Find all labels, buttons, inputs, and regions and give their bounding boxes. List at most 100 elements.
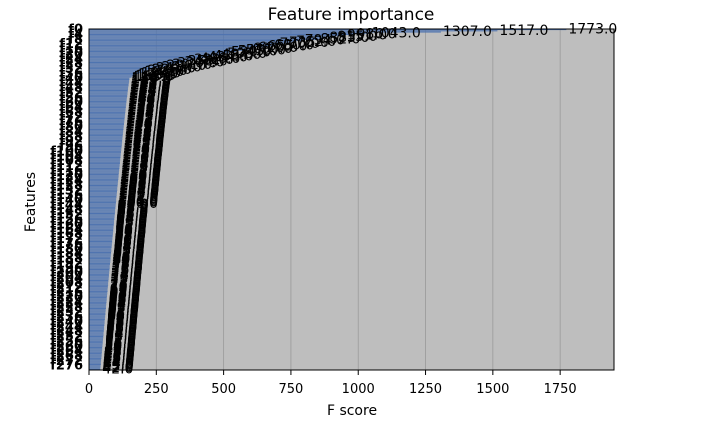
bar-value-label: 42.0	[102, 361, 133, 377]
bar	[89, 92, 128, 94]
bar	[89, 247, 112, 249]
bar	[89, 113, 126, 115]
bar	[89, 169, 120, 171]
bar-value-label: 145.0	[130, 81, 170, 97]
bar	[89, 333, 104, 335]
bar	[89, 158, 121, 160]
bar-value-label: 62.0	[108, 302, 139, 318]
bar-value-label: 108.0	[120, 174, 160, 190]
bar-value-label: 119.0	[123, 145, 163, 161]
y-tick-label: f180	[50, 242, 83, 257]
bar	[89, 90, 128, 91]
bar	[89, 177, 119, 179]
bar-value-label: 91.0	[116, 220, 147, 236]
bar-value-label: 406.0	[200, 51, 240, 67]
bar-value-label: 48.0	[104, 343, 135, 359]
bar-value-label: 145.0	[130, 80, 170, 96]
bar	[89, 265, 110, 267]
bar-value-label: 128.0	[125, 121, 165, 137]
bar-value-label: 102.0	[118, 188, 158, 204]
bar	[89, 272, 110, 274]
bar-value-label: 117.0	[123, 148, 163, 164]
bar-value-label: 72.0	[110, 272, 141, 288]
bar	[89, 315, 106, 317]
bar	[89, 68, 154, 70]
bar	[89, 55, 212, 57]
y-tick-label: f68	[59, 105, 83, 120]
bar	[89, 298, 107, 300]
bar	[89, 355, 102, 357]
bar	[89, 244, 112, 246]
bar-value-label: 92.0	[116, 218, 147, 234]
bar-value-label: 97.0	[117, 204, 148, 220]
bar-value-label: 1773.0	[568, 22, 617, 38]
bar	[89, 366, 101, 368]
bar	[89, 213, 115, 214]
bar	[89, 79, 130, 81]
y-tick-label: f248	[50, 325, 83, 340]
bar	[89, 185, 118, 186]
bar	[89, 72, 140, 74]
bar	[89, 367, 101, 369]
bar-value-label: 118.0	[123, 147, 163, 163]
bar	[89, 94, 128, 96]
y-tick-label: f48	[59, 81, 83, 96]
bar	[89, 93, 128, 95]
y-tick-label: f216	[50, 286, 83, 301]
bar	[89, 214, 115, 216]
bar-value-label: 125.0	[125, 129, 165, 145]
plot-frame	[88, 28, 615, 371]
bar	[89, 102, 127, 104]
bar-value-label: 93.0	[116, 214, 147, 230]
bar-value-label: 57.0	[106, 316, 137, 332]
bar-value-label: 484.0	[221, 47, 261, 63]
bar-value-label: 107.0	[120, 176, 160, 192]
bar	[89, 42, 287, 44]
y-tick-label: f136	[50, 188, 83, 203]
bar	[89, 332, 104, 334]
bar-value-label: 90.0	[115, 224, 146, 240]
bar-value-label: 127.0	[125, 124, 165, 140]
bar	[89, 124, 124, 126]
bar-value-label: 69.0	[110, 281, 141, 297]
bar-value-label: 44.0	[103, 357, 134, 373]
bar-value-label: 81.0	[113, 247, 144, 263]
bar	[89, 361, 101, 363]
bar	[89, 199, 117, 201]
bar-value-label: 69.0	[110, 283, 141, 299]
bar-value-label: 100.0	[118, 196, 158, 212]
bar-value-label: 65.0	[109, 294, 140, 310]
bar-value-label: 87.0	[114, 231, 145, 247]
bar	[89, 208, 116, 210]
bar	[89, 242, 113, 244]
bar	[89, 292, 108, 294]
bar-value-label: 133.0	[127, 109, 167, 125]
value-labels-layer: 1773.01517.01307.01043.0986.0951.0915.08…	[102, 22, 617, 378]
bar	[89, 248, 112, 250]
bar-value-label: 64.0	[108, 297, 139, 313]
y-tick-label: f228	[50, 300, 83, 315]
bar	[89, 220, 115, 222]
bar	[89, 305, 106, 307]
bar-value-label: 505.0	[227, 46, 267, 62]
bar-value-label: 86.0	[114, 232, 145, 248]
x-tick-label: 500	[211, 382, 236, 397]
bar	[89, 301, 107, 303]
bar	[89, 144, 122, 146]
bar	[89, 209, 116, 211]
bar	[89, 342, 103, 344]
bar	[89, 340, 103, 342]
bar	[89, 77, 130, 79]
bar-value-label: 94.0	[116, 212, 147, 228]
bar	[89, 189, 118, 191]
bar-value-label: 61.0	[107, 305, 138, 321]
bar-value-label: 147.0	[131, 78, 171, 94]
y-tick-label: f268	[50, 349, 83, 364]
bar-value-label: 114.0	[122, 158, 162, 174]
bar-value-label: 83.0	[113, 241, 144, 257]
y-tick-label: f112	[50, 159, 83, 174]
bar-value-label: 47.0	[104, 347, 135, 363]
bar	[89, 170, 120, 172]
bar-value-label: 98.0	[117, 199, 148, 215]
bar-value-label: 61.0	[107, 304, 138, 320]
